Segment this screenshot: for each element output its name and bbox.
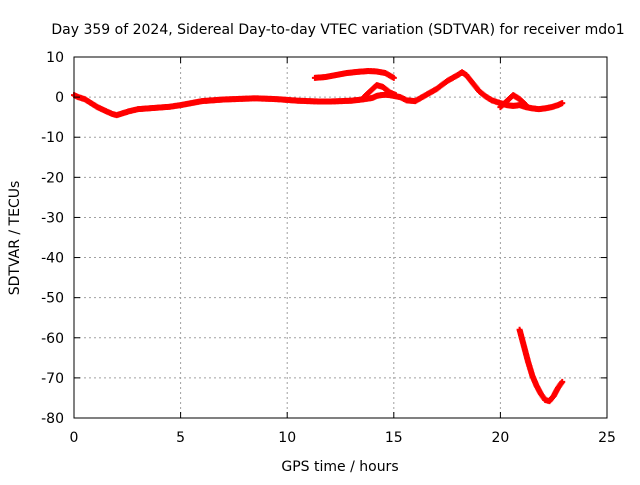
y-tick-label: -60 [41,331,64,347]
y-tick-label: -80 [41,411,64,427]
data-series-lower-track [516,326,566,405]
x-tick-label: 10 [278,430,296,446]
plot-frame [73,56,608,419]
y-tick-label: -40 [41,251,64,267]
data-series-upper-track [311,68,397,81]
data-point [392,92,399,99]
axis-ticks: 0 5 10 15 20 25 10 0 -10 -20 -30 -40 -50 -60 -70 -80 [41,50,616,446]
x-tick-label: 5 [176,430,185,446]
y-tick-label: 0 [55,90,64,106]
data-points [71,68,566,405]
data-point [559,100,566,107]
x-tick-label: 0 [70,430,79,446]
y-tick-label: -30 [41,210,64,226]
y-axis-title: SDTVAR / TECUs [7,181,23,296]
data-point [559,378,566,385]
x-axis-title: GPS time / hours [281,459,398,475]
y-tick-label: -10 [41,130,64,146]
y-tick-label: -50 [41,291,64,307]
data-point [522,102,529,109]
x-tick-label: 25 [598,430,616,446]
grid-lines [74,57,607,418]
data-series-bump-near-20-5-h [497,92,529,111]
x-tick-label: 20 [491,430,509,446]
x-tick-label: 15 [385,430,403,446]
y-tick-label: -70 [41,371,64,387]
y-tick-label: -20 [41,170,64,186]
data-series-hump-near-14-h [360,82,399,101]
chart-title: Day 359 of 2024, Sidereal Day-to-day VTE… [51,22,624,38]
data-point [390,74,397,81]
y-tick-label: 10 [46,50,64,66]
